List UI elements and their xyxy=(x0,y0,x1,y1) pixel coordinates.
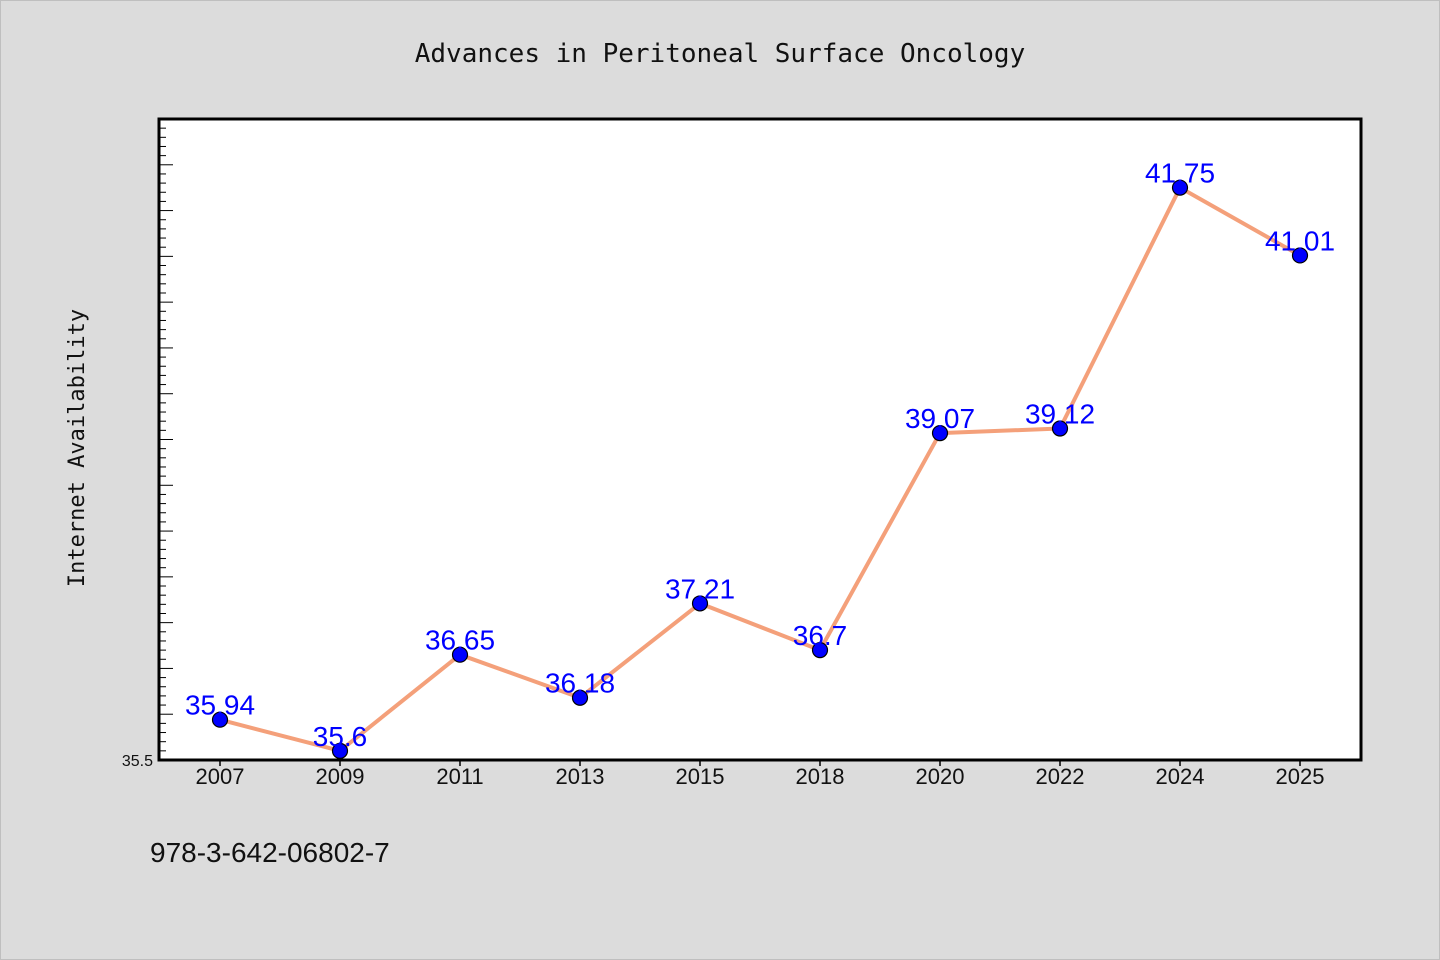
x-tick-label: 2025 xyxy=(1276,764,1325,789)
series-line xyxy=(219,185,1301,753)
x-tick-label: 2020 xyxy=(916,764,965,789)
data-label: 37.21 xyxy=(665,573,735,604)
data-point xyxy=(451,646,469,663)
data-label: 36.7 xyxy=(793,620,848,651)
x-tick-label: 2018 xyxy=(796,764,845,789)
data-point xyxy=(331,742,349,759)
x-tick-label: 2013 xyxy=(556,764,605,789)
data-label: 35.6 xyxy=(313,721,368,752)
x-tick-label: 2009 xyxy=(316,764,365,789)
data-label: 36.65 xyxy=(425,625,495,656)
x-tick-label: 2022 xyxy=(1036,764,1085,789)
x-tick-label: 2007 xyxy=(196,764,245,789)
data-label: 41.01 xyxy=(1265,225,1335,256)
data-label-group: 35.94 35.6 36.65 36.18 37.21 36.7 39.07 39.12 41… xyxy=(185,158,1335,752)
marker-group xyxy=(211,179,1309,759)
plot-area xyxy=(157,117,1363,762)
data-label: 41.75 xyxy=(1145,158,1215,189)
y-axis-label: Internet Availability xyxy=(65,309,90,587)
data-point xyxy=(811,642,829,659)
data-label: 39.07 xyxy=(905,403,975,434)
data-point xyxy=(571,689,589,706)
data-point xyxy=(211,711,229,728)
y-minor-ticks xyxy=(159,118,173,761)
data-point xyxy=(691,595,709,612)
x-tick-label: 2024 xyxy=(1156,764,1205,789)
chart-title: Advances in Peritoneal Surface Oncology xyxy=(415,39,1025,69)
x-axis: 2007 2009 2011 2013 2015 2018 2020 2022 2024 2025 xyxy=(196,760,1325,789)
y-tick-label: 35.5 xyxy=(122,753,153,770)
data-label: 39.12 xyxy=(1025,399,1095,430)
data-label: 35.94 xyxy=(185,690,255,721)
x-tick-label: 2011 xyxy=(436,764,483,789)
data-point xyxy=(931,424,949,442)
x-tick-label: 2015 xyxy=(676,764,725,789)
data-point xyxy=(1291,247,1309,264)
data-point xyxy=(1051,420,1069,437)
data-label: 36.18 xyxy=(545,668,615,699)
data-point xyxy=(1171,179,1189,196)
footer-text: 978-3-642-06802-7 xyxy=(150,837,390,868)
series-line-group xyxy=(219,185,1301,753)
